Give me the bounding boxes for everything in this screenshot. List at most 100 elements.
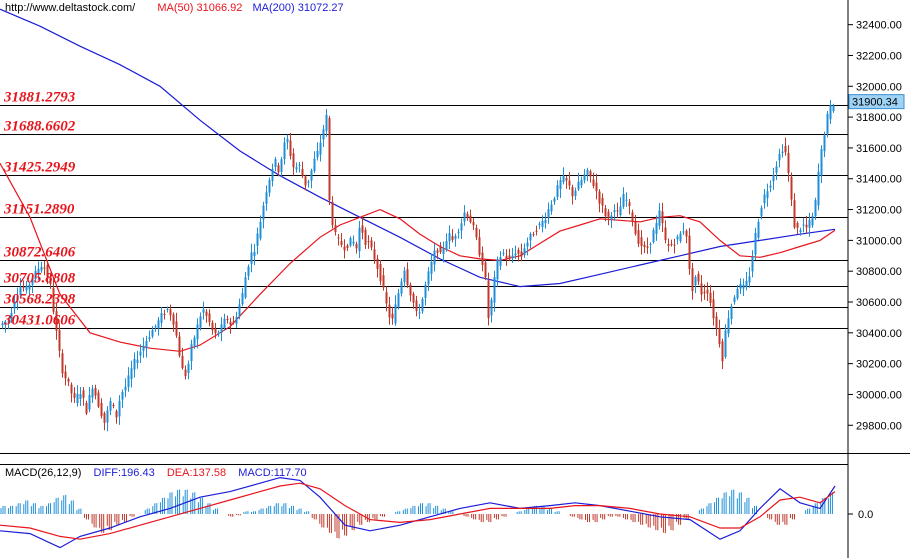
candle-body [568,180,571,186]
candle-body [580,179,583,186]
candle-body [76,393,79,404]
candle-body [496,259,499,280]
candle-body [697,273,700,282]
candle-body [394,304,397,324]
candle-body [727,318,730,334]
site-url[interactable]: http://www.deltastock.com/ [5,2,136,14]
candle-body [511,255,514,259]
candle-body [700,283,703,295]
candle-body [88,394,91,410]
candle-body [679,233,682,242]
candle-body [457,231,460,233]
candle-body [502,252,505,254]
candle-body [535,230,538,232]
ma50-path [0,163,836,352]
candle-body [616,210,619,212]
candle-body [637,230,640,244]
candle-body [37,268,40,274]
candle-body [529,233,532,241]
candle-body [229,321,232,325]
level-label: 31151.2890 [3,202,75,218]
candle-body [745,280,748,287]
candle-body [673,244,676,246]
candle-body [754,232,757,255]
candle-body [427,271,430,285]
candle-body [802,224,805,226]
candle-body [442,248,445,254]
level-labels: 31881.2793 31688.6602 31425.2949 31151.2890… [3,90,76,329]
candle-body [370,240,373,248]
y-tick-label: 32000.00 [856,81,902,93]
candle-body [148,337,151,339]
candle-body [610,215,613,220]
candle-body [652,229,655,243]
candle-body [808,220,811,228]
candle-body [352,241,355,244]
candle-body [484,262,487,278]
candle-body [49,277,52,284]
candle-body [541,220,544,228]
candle-body [790,176,793,200]
candle-body [793,200,796,228]
candle-body [118,400,121,417]
candle-body [556,185,559,198]
candle-body [823,135,826,152]
candle-body [331,201,334,226]
candle-body [451,235,454,241]
candle-body [682,231,685,233]
diff-line [0,476,836,549]
candle-body [178,336,181,356]
candle-body [85,402,88,414]
dea-value: 137.58 [192,467,227,479]
candle-body [499,256,502,266]
candle-body [559,180,562,189]
candle-body [187,363,190,373]
candle-body [97,392,100,407]
candle-body [760,207,763,217]
candle-body [4,322,7,325]
ma50-line [0,163,836,352]
y-tick-label: 30800.00 [856,266,902,278]
candle-body [715,316,718,328]
candle-body [100,402,103,417]
y-tick-label: 31800.00 [856,112,902,124]
candle-body [241,293,244,305]
candlesticks [1,100,835,432]
candle-body [751,257,754,272]
candle-body [172,314,175,325]
macd-value: 117.70 [273,467,307,479]
ma50-value: 31066.92 [196,2,243,14]
candle-body [13,301,16,309]
candle-body [202,309,205,313]
candle-body [346,245,349,249]
candle-body [244,277,247,298]
candle-body [406,269,409,286]
candle-body [748,276,751,283]
candle-body [601,197,604,206]
candle-body [826,113,829,134]
candle-body [592,179,595,186]
y-tick-label: 31400.00 [856,174,902,186]
candle-body [277,165,280,173]
candle-body [487,280,490,319]
candle-body [79,394,82,400]
y-tick-label: 32200.00 [856,50,902,62]
candle-body [655,222,658,235]
candle-body [658,210,661,226]
candle-body [214,328,217,333]
candle-body [28,284,31,290]
candle-body [811,216,814,226]
candle-body [433,250,436,265]
candle-body [565,178,568,181]
candle-body [196,324,199,340]
candle-body [40,266,43,271]
candle-body [64,371,67,379]
candle-body [445,241,448,250]
candle-body [703,291,706,294]
level-label: 31425.2949 [3,160,76,176]
candle-body [712,299,715,319]
candle-body [472,222,475,226]
candle-body [151,330,154,337]
candle-body [16,296,19,302]
